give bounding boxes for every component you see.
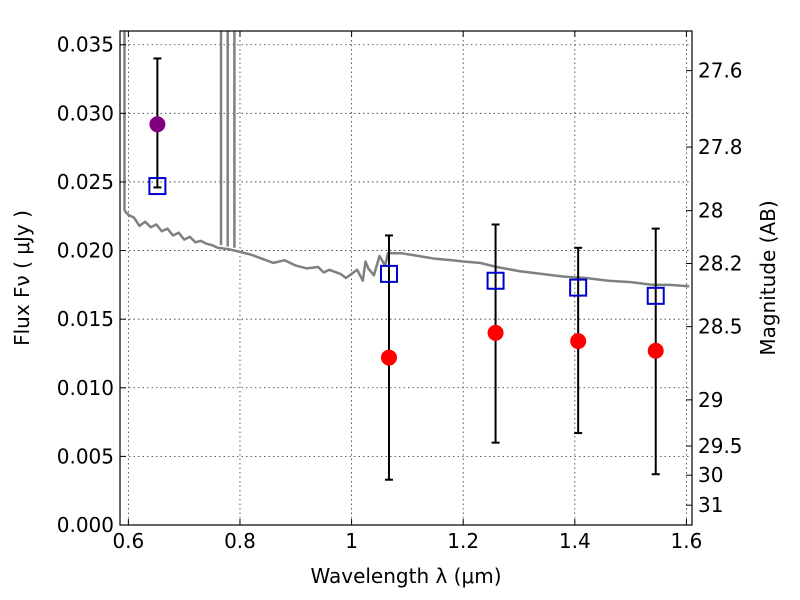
open-square-marker <box>379 264 398 283</box>
model-spectrum-line <box>123 209 690 288</box>
x-tick-label: 0.8 <box>224 529 256 553</box>
x-tick-label: 0.6 <box>112 529 144 553</box>
y-tick-label: 0.000 <box>57 513 114 537</box>
circle-marker <box>149 116 166 133</box>
magnitude-tick-label: 30 <box>698 463 723 487</box>
x-axis-title: Wavelength λ (μm) <box>310 564 501 588</box>
x-tick-label: 1 <box>345 529 358 553</box>
magnitude-tick-label: 31 <box>698 493 723 517</box>
y-axis-title: Flux Fν ( μJy ) <box>10 210 34 346</box>
grid-layer <box>120 31 692 526</box>
magnitude-tick-label: 29.5 <box>698 434 743 458</box>
circle-marker <box>487 324 504 341</box>
ticks-layer: 0.6 0.8 1 1.2 1.4 1.6 0.000 0.005 0.010 0.015 0.02… <box>57 31 743 553</box>
y-tick-label: 0.025 <box>57 170 114 194</box>
x-tick-label: 1.4 <box>559 529 591 553</box>
y-tick-label: 0.005 <box>57 444 114 468</box>
y-tick-label: 0.015 <box>57 307 114 331</box>
magnitude-tick-label: 28 <box>698 199 723 223</box>
x-tick-label: 1.2 <box>447 529 479 553</box>
y-tick-label: 0.010 <box>57 376 114 400</box>
open-square-marker <box>569 278 588 297</box>
magnitude-tick-label: 29 <box>698 388 723 412</box>
circle-marker <box>380 349 397 366</box>
open-square-marker <box>486 271 505 290</box>
circle-marker <box>647 342 664 359</box>
open-square-marker <box>646 286 665 305</box>
y-axis-right-title: Magnitude (AB) <box>756 200 780 355</box>
plot-frame <box>119 30 693 526</box>
y-tick-label: 0.030 <box>57 101 114 125</box>
plot-layer <box>123 31 690 481</box>
y-tick-label: 0.035 <box>57 33 114 57</box>
y-tick-label: 0.020 <box>57 239 114 263</box>
magnitude-tick-label: 27.6 <box>698 59 743 83</box>
circle-marker <box>570 333 587 350</box>
magnitude-tick-label: 28.5 <box>698 315 743 339</box>
open-square-marker <box>148 177 167 196</box>
x-tick-label: 1.6 <box>671 529 703 553</box>
magnitude-tick-label: 28.2 <box>698 252 743 276</box>
magnitude-tick-label: 27.8 <box>698 135 743 159</box>
